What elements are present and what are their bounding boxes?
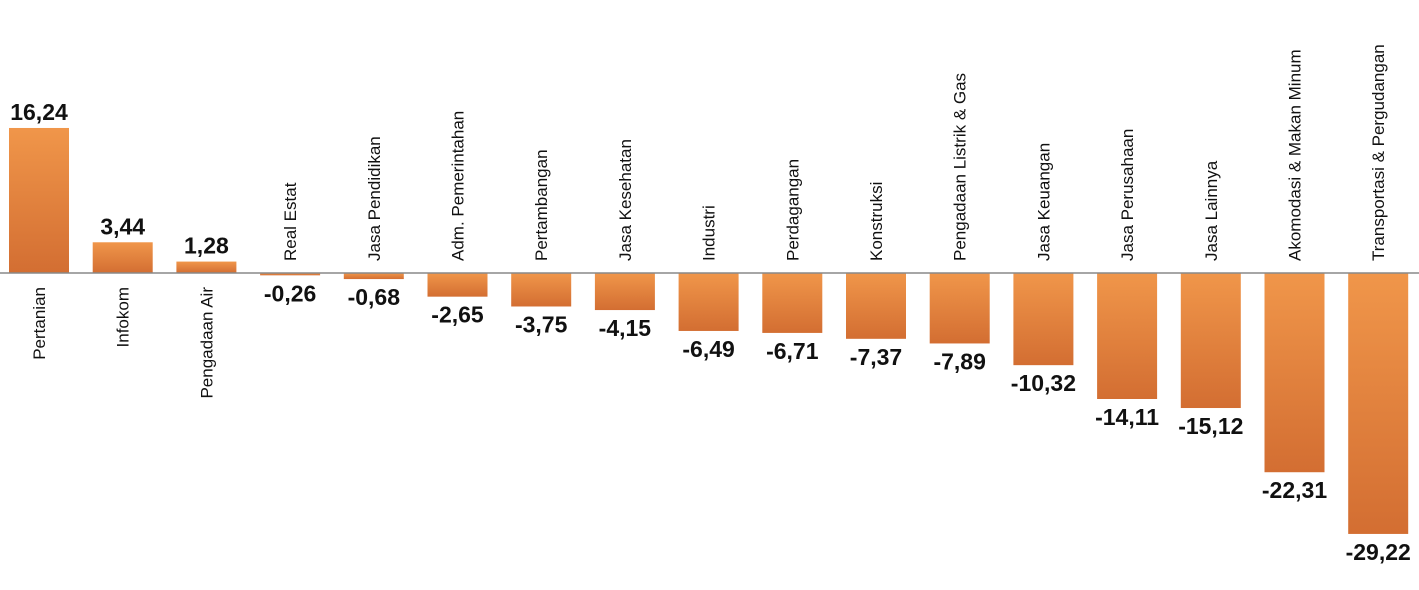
category-label-pengadaan-listrik-and-gas: Pengadaan Listrik & Gas	[951, 73, 970, 261]
bar-jasa-perusahaan	[1097, 273, 1158, 400]
bar-pengadaan-listrik-and-gas	[929, 273, 990, 344]
value-label-jasa-keuangan: -10,32	[1011, 370, 1076, 396]
category-label-perdagangan: Perdagangan	[783, 159, 802, 261]
value-label-konstruksi: -7,37	[850, 344, 902, 370]
bar-jasa-kesehatan	[594, 273, 655, 311]
category-label-pertanian: Pertanian	[30, 287, 49, 360]
category-label-transportasi-and-pergudangan: Transportasi & Pergudangan	[1369, 44, 1388, 261]
value-label-adm-pemerintahan: -2,65	[431, 302, 484, 328]
value-label-akomodasi-and-makan-minum: -22,31	[1262, 477, 1327, 503]
bar-jasa-lainnya	[1180, 273, 1241, 409]
bar-industri	[678, 273, 739, 331]
bars-group	[9, 127, 1409, 534]
bar-konstruksi	[846, 273, 906, 339]
bar-transportasi-and-pergudangan	[1348, 273, 1409, 534]
category-label-infokom: Infokom	[114, 287, 133, 347]
value-label-pertambangan: -3,75	[515, 311, 568, 337]
bar-real-estat	[260, 273, 321, 276]
value-label-pertanian: 16,24	[10, 99, 68, 125]
bar-infokom	[92, 242, 153, 273]
bar-perdagangan	[762, 273, 823, 333]
value-label-industri: -6,49	[682, 336, 734, 362]
category-label-real-estat: Real Estat	[281, 182, 300, 261]
value-label-pengadaan-air: 1,28	[184, 233, 229, 259]
bar-jasa-pendidikan	[343, 273, 404, 280]
category-label-adm-pemerintahan: Adm. Pemerintahan	[449, 111, 468, 261]
bar-adm-pemerintahan	[427, 273, 488, 297]
value-label-jasa-pendidikan: -0,68	[348, 284, 401, 310]
category-label-pertambangan: Pertambangan	[532, 149, 551, 261]
value-label-pengadaan-listrik-and-gas: -7,89	[933, 348, 985, 374]
value-label-jasa-perusahaan: -14,11	[1095, 404, 1159, 430]
category-label-industri: Industri	[700, 205, 719, 261]
category-label-jasa-perusahaan: Jasa Perusahaan	[1118, 129, 1137, 261]
value-labels-group: 16,24 3,44 1,28 -0,26 -0,68 -2,65 -3,75 -4,15 -6…	[10, 99, 1411, 565]
bar-pertanian	[9, 127, 69, 273]
category-label-pengadaan-air: Pengadaan Air	[197, 287, 216, 399]
bar-akomodasi-and-makan-minum	[1264, 273, 1325, 473]
bar-jasa-keuangan	[1013, 273, 1074, 366]
value-label-transportasi-and-pergudangan: -29,22	[1346, 539, 1411, 565]
value-label-perdagangan: -6,71	[766, 338, 819, 364]
category-label-jasa-kesehatan: Jasa Kesehatan	[616, 139, 635, 261]
category-labels-group: Pertanian Infokom Pengadaan Air Real Estat J…	[30, 44, 1388, 398]
category-label-akomodasi-and-makan-minum: Akomodasi & Makan Minum	[1286, 49, 1305, 261]
category-label-jasa-pendidikan: Jasa Pendidikan	[365, 136, 384, 261]
category-label-jasa-lainnya: Jasa Lainnya	[1202, 160, 1221, 261]
value-label-infokom: 3,44	[100, 213, 145, 239]
bar-pertambangan	[511, 273, 572, 307]
category-label-jasa-keuangan: Jasa Keuangan	[1034, 143, 1053, 261]
value-label-jasa-lainnya: -15,12	[1178, 413, 1243, 439]
value-label-jasa-kesehatan: -4,15	[599, 315, 652, 341]
value-label-real-estat: -0,26	[264, 280, 316, 306]
bar-pengadaan-air	[176, 261, 237, 273]
category-label-konstruksi: Konstruksi	[867, 182, 886, 261]
